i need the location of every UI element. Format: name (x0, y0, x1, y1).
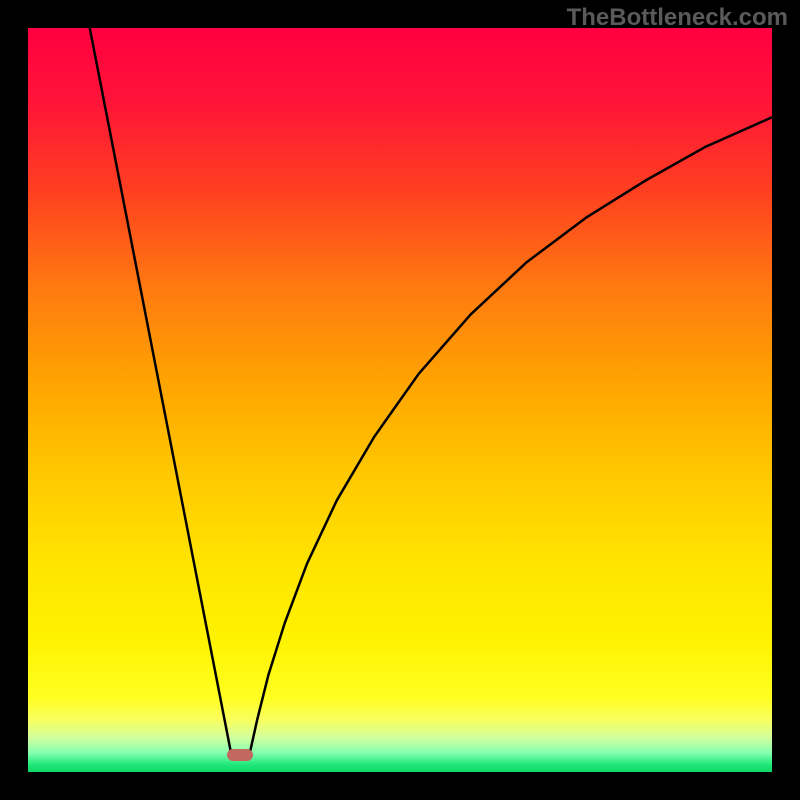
plot-area (28, 28, 772, 772)
curve-layer (28, 28, 772, 772)
watermark-text: TheBottleneck.com (567, 4, 788, 32)
v-curve-path (90, 28, 772, 753)
minimum-marker (227, 749, 253, 761)
